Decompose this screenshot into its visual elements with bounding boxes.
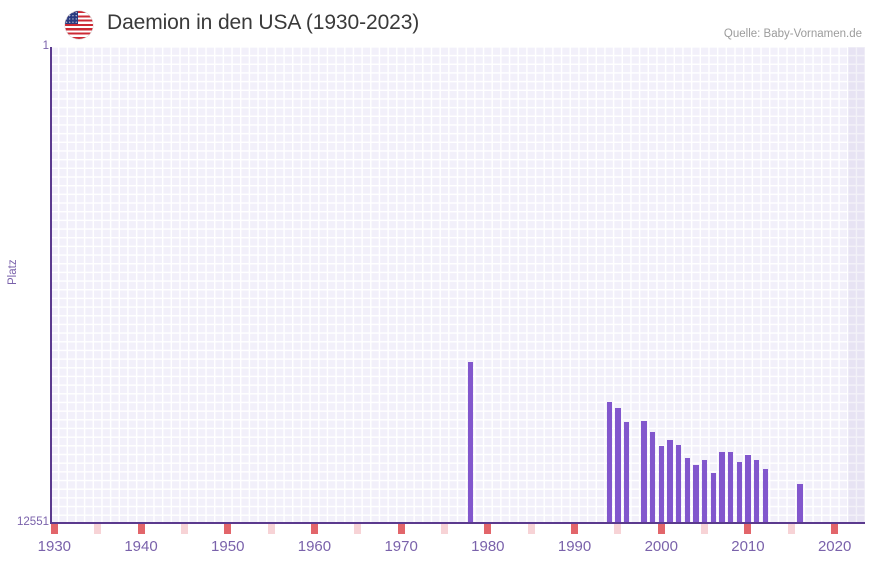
bar [467,361,474,523]
plot-area [50,47,865,524]
us-flag-icon [65,11,93,39]
source-attribution: Quelle: Baby-Vornamen.de [723,28,862,40]
x-axis-label: 1930 [37,538,72,555]
bar [606,401,612,523]
x-axis-label: 1980 [471,538,505,555]
x-axis-ticks [50,524,865,534]
bar [693,465,699,523]
bar [667,440,673,523]
x-tick-major [50,524,58,534]
bar [641,420,647,523]
x-tick-minor [787,524,795,534]
bar [649,431,656,523]
chart-header: Daemion in den USA (1930-2023) Quelle: B… [0,0,873,47]
bar [727,452,734,523]
bar [719,452,725,523]
x-tick-minor [614,524,622,534]
x-tick-minor [440,524,448,534]
y-axis-top-label: 1 [42,40,49,52]
flag-canton [65,11,78,24]
x-tick-minor [527,524,535,534]
plot-gridlines [50,47,865,523]
y-axis-title: Platz [7,259,19,285]
bar-series [50,47,865,523]
x-tick-major [310,524,318,534]
bar [753,459,760,523]
bar [797,483,803,523]
x-tick-major [224,524,232,534]
x-tick-major [744,524,752,534]
bar [710,472,716,523]
bar [658,445,664,523]
flag-stars [65,11,78,24]
x-tick-minor [267,524,275,534]
x-tick-major [397,524,405,534]
x-tick-major [657,524,665,534]
bar [736,461,742,523]
x-axis-label: 2000 [644,538,678,555]
x-tick-minor [180,524,188,534]
bar [745,455,751,523]
x-axis-labels: 1930 1940 1950 1960 1970 1980 1990 2000 2010 2020 [0,538,873,563]
bar [615,408,621,523]
x-axis-label: 2020 [817,538,852,555]
x-axis-line [50,522,865,524]
x-tick-major [831,524,839,534]
y-axis-line [50,47,52,523]
x-axis-label: 1960 [297,538,332,555]
bar [675,445,682,523]
x-tick-minor [94,524,102,534]
x-axis-label: 1950 [211,538,245,555]
shaded-forecast-region [847,47,865,523]
x-axis-label: 2010 [731,538,765,555]
y-axis-bottom-label: 12551 [17,516,49,528]
x-tick-minor [701,524,709,534]
x-axis-label: 1990 [557,538,592,555]
bar [762,468,768,523]
x-tick-major [571,524,579,534]
x-tick-major [137,524,145,534]
x-axis-label: 1940 [124,538,158,555]
bar [684,458,690,523]
bar [623,421,630,523]
x-axis-label: 1970 [384,538,418,555]
x-tick-major [484,524,492,534]
bar [701,459,708,523]
page-title: Daemion in den USA (1930-2023) [107,11,420,34]
x-tick-minor [354,524,362,534]
